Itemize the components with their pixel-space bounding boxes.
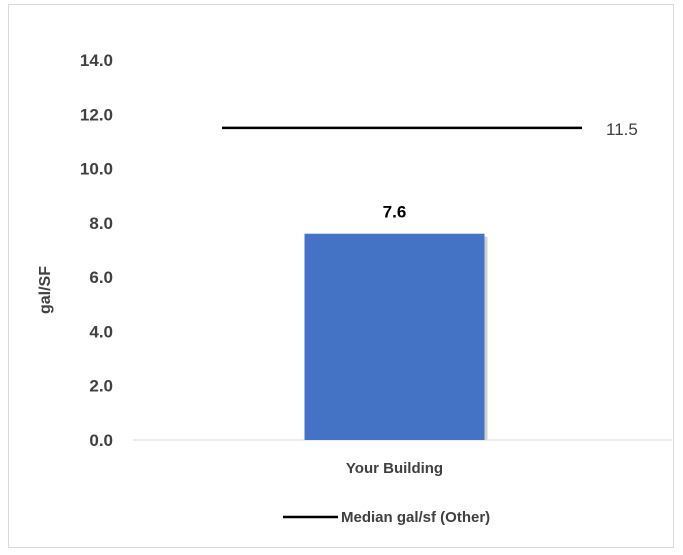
- legend-median-label: Median gal/sf (Other): [341, 509, 490, 526]
- bars: 7.6: [304, 203, 488, 440]
- y-tick-label: 12.0: [80, 105, 113, 124]
- y-tick-label: 8.0: [89, 214, 113, 233]
- y-tick-label: 6.0: [89, 268, 113, 287]
- y-tick-label: 2.0: [89, 377, 113, 396]
- x-tick-label: Your Building: [346, 460, 443, 477]
- y-tick-label: 10.0: [80, 160, 113, 179]
- y-tick-label: 4.0: [89, 322, 113, 341]
- median-value-label: 11.5: [606, 120, 638, 139]
- bar-value-label: 7.6: [383, 203, 407, 222]
- x-axis-ticks: Your Building: [346, 460, 443, 477]
- y-axis-label: gal/SF: [37, 266, 54, 314]
- legend: Median gal/sf (Other): [283, 509, 490, 526]
- bar: [304, 233, 485, 440]
- y-axis-ticks: 0.0 2.0 4.0 6.0 8.0 10.0 12.0 14.0: [80, 51, 113, 450]
- y-tick-label: 14.0: [80, 51, 113, 70]
- y-tick-label: 0.0: [89, 431, 113, 450]
